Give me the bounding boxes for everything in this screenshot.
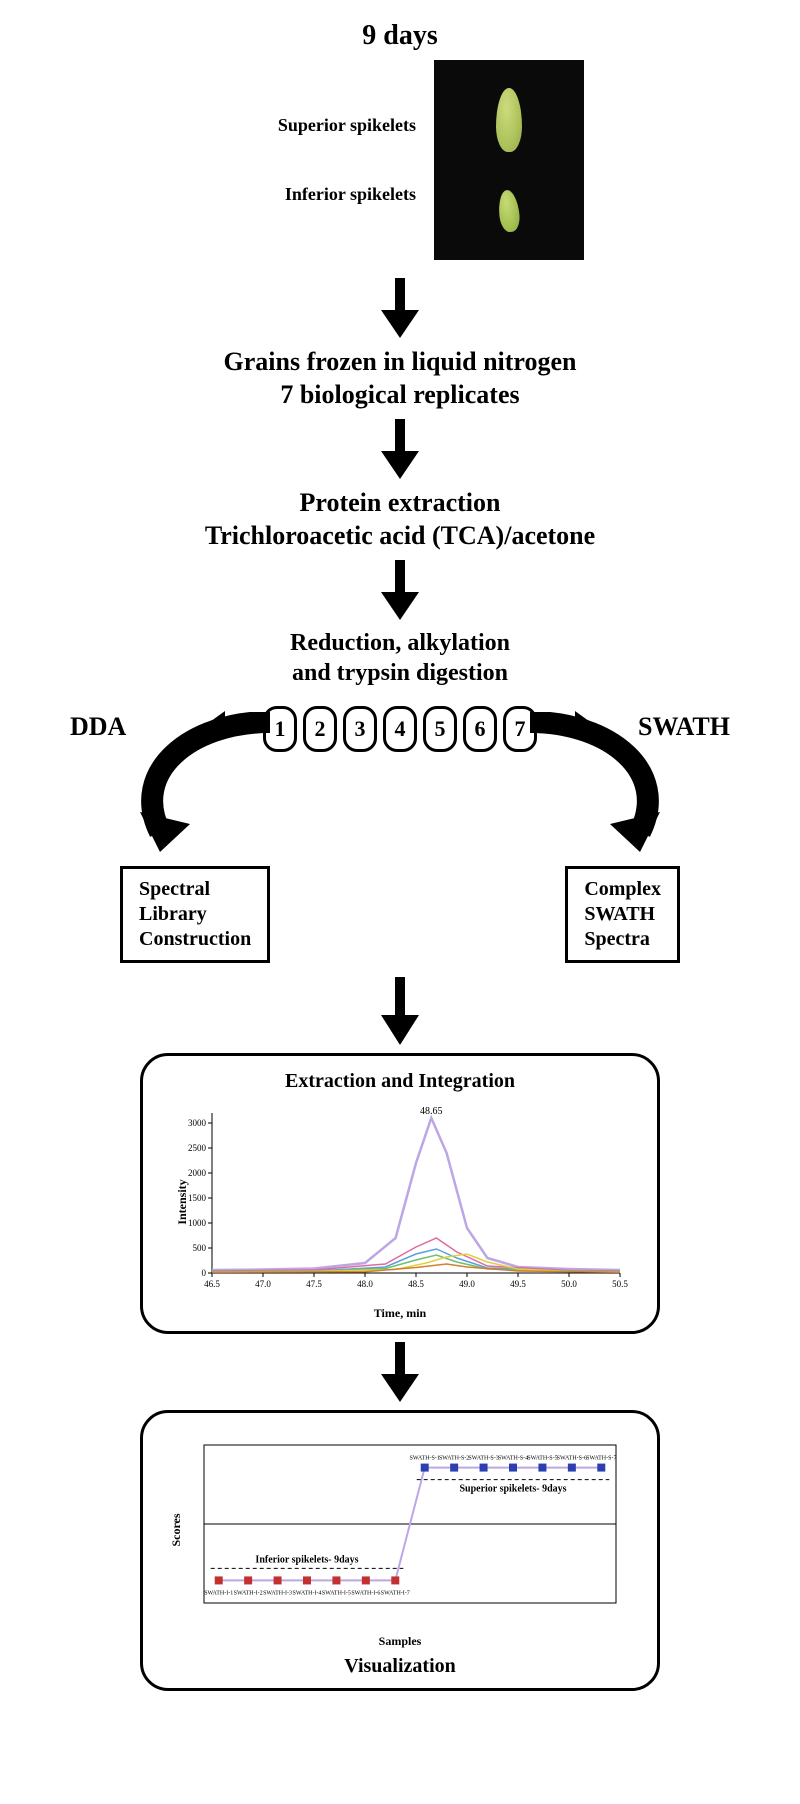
svg-text:SWATH-S-2: SWATH-S-2 <box>439 1456 469 1462</box>
frozen-line1: Grains frozen in liquid nitrogen <box>224 346 577 379</box>
rightbox-l3: Spectra <box>584 927 661 952</box>
arrow-down-icon <box>375 977 425 1045</box>
svg-text:SWATH-S-6: SWATH-S-6 <box>557 1456 587 1462</box>
extraction-step: Protein extraction Trichloroacetic acid … <box>205 487 595 552</box>
frozen-line2: 7 biological replicates <box>224 379 577 412</box>
rightbox-l2: SWATH <box>584 902 661 927</box>
box-row: Spectral Library Construction Complex SW… <box>120 866 680 963</box>
curve-right-icon <box>480 712 700 862</box>
svg-text:SWATH-I-5: SWATH-I-5 <box>322 1590 351 1596</box>
svg-text:49.0: 49.0 <box>459 1279 475 1289</box>
svg-text:SWATH-S-5: SWATH-S-5 <box>527 1456 557 1462</box>
curve-left-icon <box>100 712 320 862</box>
svg-text:SWATH-I-7: SWATH-I-7 <box>381 1590 410 1596</box>
svg-text:SWATH-I-1: SWATH-I-1 <box>204 1590 233 1596</box>
panel1-xlabel: Time, min <box>374 1306 426 1321</box>
svg-text:2500: 2500 <box>188 1143 207 1153</box>
leftbox-l3: Construction <box>139 927 251 952</box>
arrow-down-icon <box>375 278 425 338</box>
svg-text:46.5: 46.5 <box>204 1279 220 1289</box>
leftbox-l1: Spectral <box>139 877 251 902</box>
svg-text:SWATH-S-7: SWATH-S-7 <box>586 1456 616 1462</box>
digestion-line1: Reduction, alkylation <box>290 628 510 658</box>
svg-text:2000: 2000 <box>188 1168 207 1178</box>
svg-text:0: 0 <box>202 1268 207 1278</box>
extraction-line2: Trichloroacetic acid (TCA)/acetone <box>205 520 595 553</box>
panel2-title: Visualization <box>344 1655 456 1678</box>
svg-text:Inferior spikelets- 9days: Inferior spikelets- 9days <box>255 1554 358 1565</box>
extraction-line1: Protein extraction <box>205 487 595 520</box>
panel1-title: Extraction and Integration <box>285 1070 515 1093</box>
split-layer: DDA SWATH <box>70 712 730 862</box>
arrow-down-icon <box>375 419 425 479</box>
svg-text:48.0: 48.0 <box>357 1279 373 1289</box>
scores-chart: SWATH-S-1SWATH-S-2SWATH-S-3SWATH-S-4SWAT… <box>170 1427 630 1627</box>
svg-text:48.5: 48.5 <box>408 1279 424 1289</box>
svg-text:48.65: 48.65 <box>420 1106 443 1117</box>
svg-text:SWATH-I-3: SWATH-I-3 <box>263 1590 292 1596</box>
frozen-step: Grains frozen in liquid nitrogen 7 biolo… <box>224 346 577 411</box>
svg-text:SWATH-S-1: SWATH-S-1 <box>410 1456 440 1462</box>
inferior-label: Inferior spikelets <box>285 184 416 205</box>
leftbox-l2: Library <box>139 902 251 927</box>
svg-text:47.5: 47.5 <box>306 1279 322 1289</box>
svg-text:500: 500 <box>193 1243 207 1253</box>
sample-block: Superior spikelets Inferior spikelets <box>216 60 584 260</box>
chromatogram-chart: 0 500 1000 1500 2000 2500 3000 46.5 47.0 47.5 48.0… <box>170 1099 630 1299</box>
sample-image <box>434 60 584 260</box>
svg-text:50.0: 50.0 <box>561 1279 577 1289</box>
svg-text:SWATH-I-4: SWATH-I-4 <box>293 1590 322 1596</box>
superior-grain-icon <box>496 88 522 152</box>
days-label: 9 days <box>362 20 437 52</box>
svg-text:SWATH-I-2: SWATH-I-2 <box>234 1590 263 1596</box>
svg-text:50.5: 50.5 <box>612 1279 628 1289</box>
svg-text:1500: 1500 <box>188 1193 207 1203</box>
inferior-grain-icon <box>497 189 521 233</box>
svg-text:Superior spikelets- 9days: Superior spikelets- 9days <box>459 1484 566 1495</box>
svg-text:SWATH-S-3: SWATH-S-3 <box>468 1456 498 1462</box>
svg-text:3000: 3000 <box>188 1118 207 1128</box>
svg-text:49.5: 49.5 <box>510 1279 526 1289</box>
complex-swath-box: Complex SWATH Spectra <box>565 866 680 963</box>
arrow-down-icon <box>375 1342 425 1402</box>
visualization-panel: Scores SWATH-S-1SWATH-S-2SWATH-S-3SWATH-… <box>140 1410 660 1691</box>
digestion-line2: and trypsin digestion <box>290 658 510 688</box>
svg-text:47.0: 47.0 <box>255 1279 271 1289</box>
svg-text:1000: 1000 <box>188 1218 207 1228</box>
arrow-down-icon <box>375 560 425 620</box>
svg-text:SWATH-I-6: SWATH-I-6 <box>351 1590 380 1596</box>
superior-label: Superior spikelets <box>278 115 416 136</box>
rightbox-l1: Complex <box>584 877 661 902</box>
svg-text:SWATH-S-4: SWATH-S-4 <box>498 1456 528 1462</box>
extraction-integration-panel: Extraction and Integration Intensity 050… <box>140 1053 660 1334</box>
spectral-library-box: Spectral Library Construction <box>120 866 270 963</box>
panel2-xlabel: Samples <box>379 1634 422 1649</box>
